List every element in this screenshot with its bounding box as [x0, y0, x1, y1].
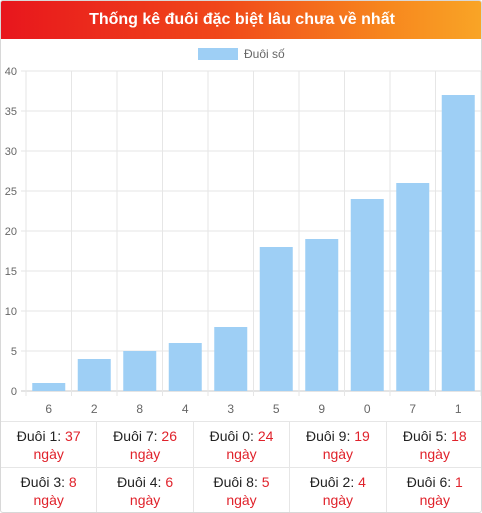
- x-tick-label: 0: [364, 402, 371, 416]
- x-tick-label: 8: [136, 402, 143, 416]
- stat-label: Đuôi 2:: [309, 474, 359, 490]
- y-tick-label: 10: [5, 306, 17, 318]
- stat-cell-1: Đuôi 1: 37 ngày: [1, 422, 98, 468]
- y-tick-label: 30: [5, 146, 17, 158]
- legend: Đuôi số: [198, 47, 285, 61]
- bar-1: [441, 95, 475, 391]
- x-tick-label: 2: [91, 402, 98, 416]
- legend-label: Đuôi số: [244, 47, 285, 61]
- stat-days: 5: [261, 474, 270, 490]
- stat-days: 4: [358, 474, 366, 490]
- bar-7: [396, 183, 430, 391]
- x-tick-label: 5: [273, 402, 280, 416]
- chart-area: Đuôi số 0 5 10 15 20 25 30 35 40 6 2 8 4 3 5 9 0 7 1: [1, 39, 481, 419]
- y-tick-label: 20: [5, 226, 17, 238]
- page-title: Thống kê đuôi đặc biệt lâu chưa về nhất: [1, 1, 481, 39]
- stat-days: 8: [68, 474, 77, 490]
- stat-unit: ngày: [33, 446, 64, 462]
- stat-label: Đuôi 3:: [20, 474, 69, 490]
- stat-cell-8: Đuôi 8: 5 ngày: [194, 468, 291, 512]
- stat-unit: ngày: [322, 446, 354, 462]
- x-tick-label: 3: [227, 402, 234, 416]
- bar-9: [305, 239, 339, 391]
- stat-days: 19: [354, 428, 370, 444]
- x-tick-label: 9: [318, 402, 325, 416]
- stat-days: 24: [257, 428, 274, 444]
- x-tick-label: 1: [455, 402, 462, 416]
- stat-cell-7: Đuôi 7: 26 ngày: [97, 422, 194, 468]
- stat-label: Đuôi 5:: [402, 428, 452, 444]
- stat-label: Đuôi 6:: [406, 474, 456, 490]
- stat-label: Đuôi 1:: [16, 428, 66, 444]
- stat-days: 6: [165, 474, 174, 490]
- stat-cell-6: Đuôi 6: 1 ngày: [387, 468, 481, 512]
- stat-cell-5: Đuôi 5: 18 ngày: [386, 422, 481, 468]
- stat-cell-0: Đuôi 0: 24 ngày: [193, 422, 291, 468]
- y-tick-label: 0: [11, 386, 17, 398]
- bar-0: [350, 199, 384, 391]
- x-tick-label: 4: [182, 402, 189, 416]
- stat-unit: ngày: [419, 446, 450, 462]
- stat-unit: ngày: [129, 492, 161, 508]
- bar-2: [77, 359, 111, 391]
- stat-cell-2: Đuôi 2: 4 ngày: [290, 468, 387, 512]
- bar-8: [123, 351, 157, 391]
- bar-6: [32, 383, 66, 391]
- y-tick-label: 5: [11, 346, 17, 358]
- stat-label: Đuôi 9:: [305, 428, 355, 444]
- x-tick-label: 7: [409, 402, 416, 416]
- stat-cell-4: Đuôi 4: 6 ngày: [97, 468, 194, 512]
- stat-unit: ngày: [322, 492, 354, 508]
- bar-3: [214, 327, 248, 391]
- stat-days: 1: [455, 474, 463, 490]
- y-tick-label: 40: [5, 66, 17, 78]
- bar-4: [168, 343, 202, 391]
- stat-label: Đuôi 4:: [117, 474, 166, 490]
- stats-grid: Đuôi 1: 37 ngày Đuôi 7: 26 ngày Đuôi 0: 24 ng…: [1, 421, 481, 512]
- stat-days: 26: [161, 428, 177, 444]
- stat-cell-9: Đuôi 9: 19 ngày: [290, 422, 387, 468]
- stat-label: Đuôi 7:: [113, 428, 162, 444]
- y-tick-label: 25: [5, 186, 17, 198]
- stat-cell-3: Đuôi 3: 8 ngày: [1, 468, 98, 512]
- stat-unit: ngày: [129, 446, 161, 462]
- stat-unit: ngày: [226, 446, 257, 462]
- stat-label: Đuôi 0:: [209, 428, 258, 444]
- stat-unit: ngày: [419, 492, 450, 508]
- stat-unit: ngày: [226, 492, 257, 508]
- x-tick-label: 6: [45, 402, 52, 416]
- stat-days: 37: [65, 428, 81, 444]
- y-tick-label: 35: [5, 106, 17, 118]
- stat-unit: ngày: [33, 492, 64, 508]
- y-tick-label: 15: [5, 266, 17, 278]
- legend-swatch: [198, 48, 238, 60]
- bar-5: [259, 247, 293, 391]
- stat-days: 18: [451, 428, 467, 444]
- stat-label: Đuôi 8:: [213, 474, 262, 490]
